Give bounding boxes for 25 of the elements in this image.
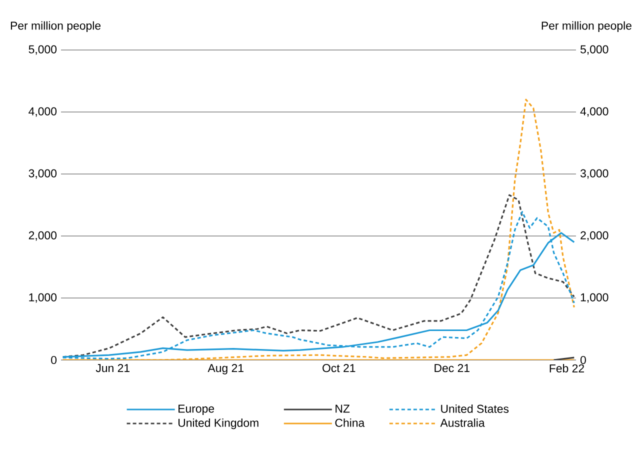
x-tick-label: Oct 21 <box>322 364 356 372</box>
y2-axis-title: Per million people <box>542 21 632 32</box>
y-tick-label: 4,000 <box>28 107 57 117</box>
y2-tick-label: 1,000 <box>580 293 608 303</box>
legend-label: United Kingdom <box>178 418 258 430</box>
x-tick-label: Dec 21 <box>434 364 470 372</box>
y2-tick-label: 0 <box>580 356 586 364</box>
y2-tick-label: 4,000 <box>580 107 608 117</box>
y-tick-label: 2,000 <box>28 231 57 241</box>
legend-label: Europe <box>178 404 214 415</box>
y2-tick-label: 3,000 <box>580 169 608 179</box>
y-tick-label: 0 <box>51 356 57 364</box>
y-tick-label: 3,000 <box>28 169 57 179</box>
y-tick-label: 1,000 <box>29 293 57 303</box>
legend-label: Australia <box>440 418 485 427</box>
legend-label: NZ <box>336 404 350 413</box>
x-tick-label: Aug 21 <box>208 364 244 374</box>
legend-label: China <box>335 418 365 427</box>
x-tick-label: Jun 21 <box>96 364 130 372</box>
y-axis-title: Per million people <box>10 21 101 32</box>
y2-tick-label: 5,000 <box>580 45 608 55</box>
x-tick-label: Feb 22 <box>550 364 584 372</box>
legend-label: United States <box>441 404 509 413</box>
y-tick-label: 5,000 <box>28 45 57 55</box>
y2-tick-label: 2,000 <box>580 231 608 241</box>
